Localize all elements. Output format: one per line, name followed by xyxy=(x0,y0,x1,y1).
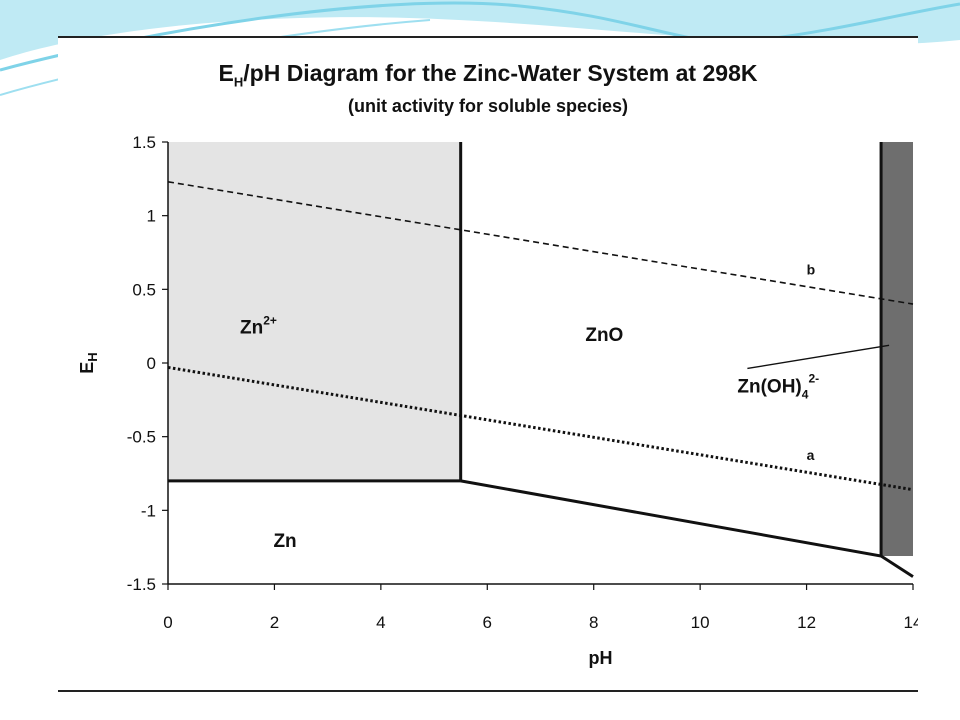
zincate-region-band xyxy=(881,142,913,557)
region-label-charge: 2+ xyxy=(263,314,277,328)
x-tick-label: 12 xyxy=(797,613,816,632)
x-tick-label: 6 xyxy=(483,613,492,632)
x-tick-label: 0 xyxy=(163,613,172,632)
series-line-a xyxy=(167,365,914,492)
region-label-zno: ZnO xyxy=(585,325,623,346)
y-tick-label: -1 xyxy=(141,501,156,520)
y-tick-label: 1.5 xyxy=(132,133,156,152)
chart-title: EH/pH Diagram for the Zinc-Water System … xyxy=(58,60,918,90)
annotation-leader-line xyxy=(747,344,890,370)
region-label-zn: Zn xyxy=(273,531,296,552)
x-tick-label: 4 xyxy=(376,613,385,632)
x-tick-label: 14 xyxy=(904,613,918,632)
y-tick-label: -0.5 xyxy=(127,428,156,447)
annotation-superscript: 2- xyxy=(808,371,819,385)
swoosh-band xyxy=(0,0,960,60)
chart-panel: EH/pH Diagram for the Zinc-Water System … xyxy=(58,36,918,692)
chart-subtitle: (unit activity for soluble species) xyxy=(347,96,629,116)
eh-ph-chart: 1.510.50-0.5-1-1.50 2 4 6 8 10 12 14pHEHbaZn2+Z… xyxy=(77,133,918,668)
boundary-line-3 xyxy=(460,479,914,578)
chart-title-subscript: H xyxy=(233,74,244,90)
region-label-zn-ion: Zn2+ xyxy=(240,314,277,339)
x-axis-title: pH xyxy=(589,648,613,668)
y-tick-label: 1 xyxy=(147,207,156,226)
y-axis-title-subscript: H xyxy=(85,352,100,361)
y-tick-label: -1.5 xyxy=(127,575,156,594)
series-label-a: a xyxy=(807,447,815,463)
x-tick-label: 2 xyxy=(270,613,279,632)
series-line-b xyxy=(167,180,914,305)
chart-title-rest: /pH Diagram for the Zinc-Water System at… xyxy=(243,60,758,86)
y-axis-title: EH xyxy=(77,352,100,373)
annotation-zincate: Zn(OH)42- xyxy=(737,371,819,401)
y-tick-label: 0.5 xyxy=(132,280,156,299)
y-tick-label: 0 xyxy=(147,354,156,373)
chart-title-prefix: E xyxy=(218,60,234,86)
x-tick-label: 8 xyxy=(589,613,598,632)
x-tick-label: 10 xyxy=(691,613,710,632)
series-label-b: b xyxy=(807,262,816,278)
zn2-region-fill xyxy=(168,142,461,481)
annotation-subscript: 4 xyxy=(802,387,809,401)
